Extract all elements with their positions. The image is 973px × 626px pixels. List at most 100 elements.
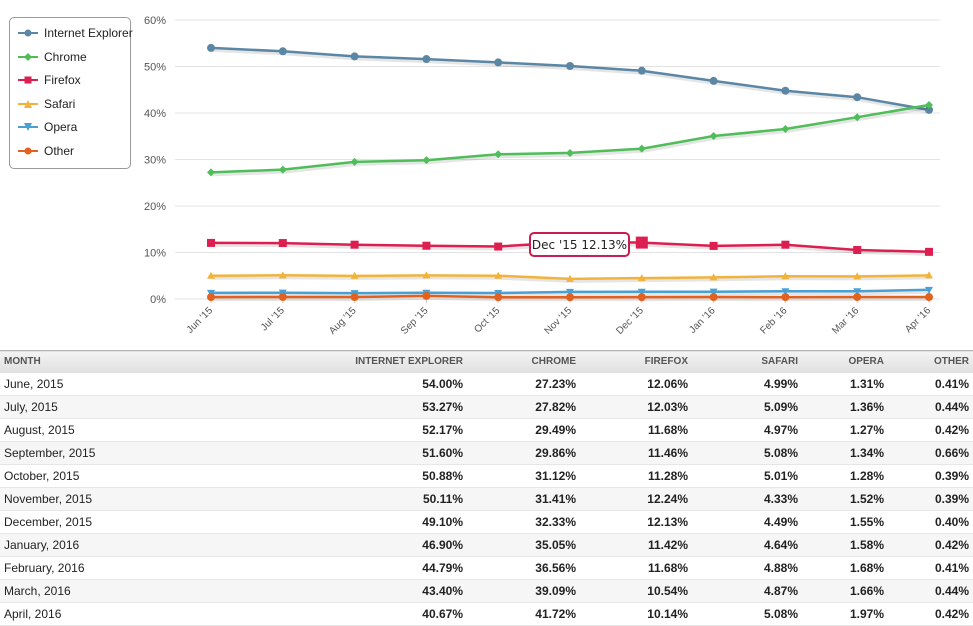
y-tick-label: 40%	[144, 108, 166, 120]
column-header-month[interactable]: MONTH	[4, 356, 41, 368]
value-cell: 10.54%	[580, 579, 692, 603]
month-cell: November, 2015	[0, 487, 230, 511]
value-cell: 12.06%	[580, 372, 692, 396]
data-point	[494, 271, 503, 279]
column-header-chrome[interactable]: CHROME	[531, 356, 576, 368]
month-cell: December, 2015	[0, 510, 230, 534]
data-point	[637, 274, 646, 282]
value-cell: 44.79%	[230, 556, 467, 580]
value-cell: 40.67%	[230, 602, 467, 626]
data-point	[350, 271, 359, 279]
data-point	[637, 293, 646, 302]
value-cell: 4.64%	[692, 533, 802, 557]
data-point	[925, 293, 933, 302]
column-header-opera[interactable]: OPERA	[848, 356, 884, 368]
data-point	[566, 288, 574, 296]
column-header-other[interactable]: OTHER	[934, 356, 969, 368]
data-point	[566, 148, 574, 157]
table-row: November, 2015 50.11% 31.41% 12.24% 4.33% 1.5…	[0, 487, 973, 511]
data-point	[925, 286, 933, 294]
table-row: February, 2016 44.79% 36.56% 11.68% 4.88% 1.6…	[0, 556, 973, 580]
data-point	[925, 271, 933, 279]
x-tick-label: Mar '16	[830, 305, 861, 336]
data-point	[278, 47, 287, 56]
data-point	[925, 247, 933, 256]
value-cell: 52.17%	[230, 418, 467, 442]
data-point	[207, 293, 215, 302]
y-tick-label: 0%	[150, 294, 166, 306]
table-header-row: MONTH INTERNET EXPLORER CHROME FIREFOX S…	[0, 350, 973, 373]
legend-label: Other	[44, 144, 75, 158]
data-point	[494, 242, 503, 251]
table-row: December, 2015 49.10% 32.33% 12.13% 4.49% 1.5…	[0, 510, 973, 534]
chart-legend: Internet Explorer Chrome Firefox Safari …	[9, 17, 133, 169]
value-cell: 4.97%	[692, 418, 802, 442]
value-cell: 1.27%	[802, 418, 888, 442]
data-point	[781, 124, 790, 133]
data-point	[709, 273, 718, 281]
value-cell: 1.66%	[802, 579, 888, 603]
x-tick-label: Nov '15	[543, 305, 575, 337]
data-point	[422, 291, 431, 300]
value-cell: 4.87%	[692, 579, 802, 603]
legend-item-safari[interactable]: Safari	[18, 95, 75, 113]
value-cell: 0.41%	[888, 372, 973, 396]
value-cell: 12.03%	[580, 395, 692, 419]
value-cell: 49.10%	[230, 510, 467, 534]
data-point	[422, 156, 431, 165]
data-point	[207, 43, 215, 52]
value-cell: 0.40%	[888, 510, 973, 534]
legend-item-chrome[interactable]: Chrome	[18, 48, 87, 66]
chart-plot: 0% 10% 20% 30% 40% 50% 60% Jun '15 Jul '15 Aug '1…	[144, 15, 940, 337]
data-point	[709, 241, 718, 250]
value-cell: 0.44%	[888, 395, 973, 419]
x-tick-label: Oct '15	[472, 305, 502, 335]
month-cell: July, 2015	[0, 395, 230, 419]
data-point	[853, 292, 862, 301]
data-point	[709, 76, 718, 85]
legend-item-internet-explorer[interactable]: Internet Explorer	[18, 24, 133, 42]
data-point	[709, 132, 718, 141]
value-cell: 5.01%	[692, 464, 802, 488]
data-point	[278, 292, 287, 301]
value-cell: 11.46%	[580, 441, 692, 465]
column-header-safari[interactable]: SAFARI	[761, 356, 798, 368]
x-tick-label: Jun '15	[185, 305, 216, 336]
value-cell: 31.41%	[467, 487, 580, 511]
data-point	[278, 165, 287, 174]
table-row: June, 2015 54.00% 27.23% 12.06% 4.99% 1.31% 0.…	[0, 372, 973, 396]
value-cell: 1.31%	[802, 372, 888, 396]
month-cell: April, 2016	[0, 602, 230, 626]
month-cell: January, 2016	[0, 533, 230, 557]
y-tick-label: 60%	[144, 15, 166, 27]
value-cell: 1.97%	[802, 602, 888, 626]
value-cell: 27.23%	[467, 372, 580, 396]
value-cell: 5.09%	[692, 395, 802, 419]
value-cell: 4.99%	[692, 372, 802, 396]
series-line-chrome	[210, 103, 930, 174]
legend-item-opera[interactable]: Opera	[18, 118, 77, 136]
month-cell: October, 2015	[0, 464, 230, 488]
value-cell: 41.72%	[467, 602, 580, 626]
table-row: October, 2015 50.88% 31.12% 11.28% 5.01% 1.28…	[0, 464, 973, 488]
legend-item-other[interactable]: Other	[18, 142, 74, 160]
legend-label: Safari	[44, 97, 76, 111]
column-header-firefox[interactable]: FIREFOX	[644, 356, 688, 368]
column-header-internet-explorer[interactable]: INTERNET EXPLORER	[355, 356, 463, 368]
legend-label: Internet Explorer	[44, 26, 133, 40]
legend-item-firefox[interactable]: Firefox	[18, 71, 81, 89]
series-line-shadow	[211, 105, 931, 177]
value-cell: 11.42%	[580, 533, 692, 557]
data-point	[422, 241, 431, 250]
data-point	[422, 271, 431, 279]
value-cell: 11.68%	[580, 556, 692, 580]
value-cell: 27.82%	[467, 395, 580, 419]
value-cell: 31.12%	[467, 464, 580, 488]
value-cell: 1.34%	[802, 441, 888, 465]
data-point	[781, 86, 790, 95]
month-cell: February, 2016	[0, 556, 230, 580]
month-cell: August, 2015	[0, 418, 230, 442]
value-cell: 5.08%	[692, 602, 802, 626]
value-cell: 36.56%	[467, 556, 580, 580]
table-body: June, 2015 54.00% 27.23% 12.06% 4.99% 1.31% 0.…	[0, 372, 973, 626]
